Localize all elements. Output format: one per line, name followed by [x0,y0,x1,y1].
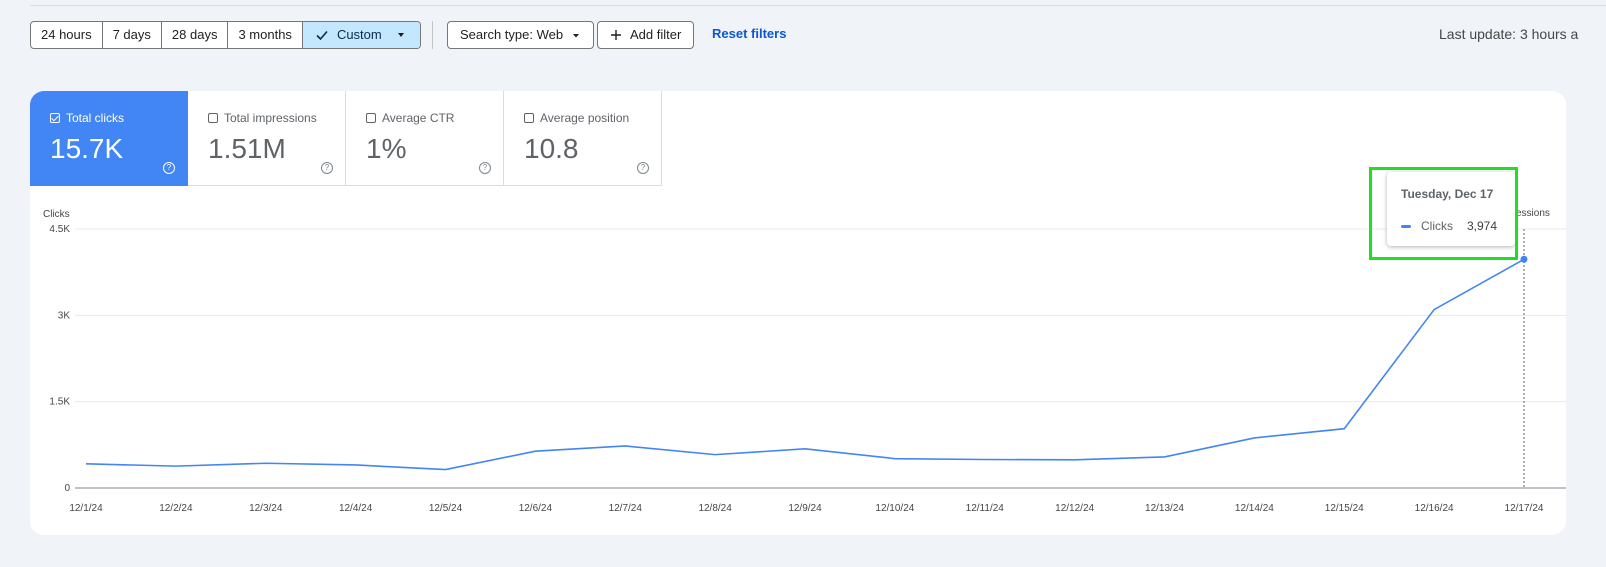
metric-total-impressions[interactable]: Total impressions 1.51M ? [188,91,346,186]
metric-value: 15.7K [50,133,124,164]
metric-total-clicks[interactable]: Total clicks 15.7K ? [30,91,188,186]
dropdown-arrow-icon [573,34,580,38]
highlighted-point [1520,255,1528,263]
y-tick-label: 1.5K [49,397,70,408]
performance-card: Total clicks 15.7K ? Total impressions 1… [30,91,1566,535]
date-range-28-days[interactable]: 28 days [162,22,229,48]
search-type-label: Search type: Web [460,27,564,42]
checkbox-icon[interactable] [208,113,218,123]
tooltip-date: Tuesday, Dec 17 [1401,187,1494,201]
series-line-clicks [85,258,1525,471]
help-icon[interactable]: ? [321,162,333,174]
tooltip-value: 3,974 [1467,219,1498,233]
y-tick-label: 4.5K [49,224,70,235]
plus-icon [611,30,621,40]
metric-value: 1.51M [208,133,286,164]
metric-label: Total clicks [66,111,125,125]
y-tick-label: 3K [58,310,71,321]
y-axis-label: Clicks [43,209,70,220]
dropdown-arrow-icon [397,33,404,37]
x-tick-label: 12/15/24 [1325,503,1364,514]
search-type-dropdown[interactable]: Search type: Web [447,21,595,49]
metric-label: Average position [540,111,630,125]
series-swatch-icon [1401,224,1411,228]
x-tick-label: 12/10/24 [875,503,914,514]
custom-label: Custom [336,27,382,42]
checkbox-checked-icon[interactable] [50,113,60,123]
x-tick-label: 12/6/24 [519,503,553,514]
y-tick-label: 0 [64,483,70,494]
add-filter-label: Add filter [630,27,682,42]
x-tick-label: 12/4/24 [339,503,373,514]
x-tick-label: 12/11/24 [966,503,1005,514]
add-filter-button[interactable]: Add filter [597,21,695,49]
x-tick-label: 12/16/24 [1415,503,1454,514]
x-tick-label: 12/2/24 [159,503,193,514]
metric-average-position[interactable]: Average position 10.8 ? [504,91,662,186]
date-range-24-hours[interactable]: 24 hours [31,22,103,48]
metric-average-ctr[interactable]: Average CTR 1% ? [346,91,504,186]
x-tick-label: 12/5/24 [429,503,463,514]
x-tick-label: 12/12/24 [1055,503,1094,514]
last-update-text: Last update: 3 hours a [1439,26,1579,42]
x-tick-label: 12/14/24 [1235,503,1274,514]
metric-value: 1% [366,133,407,164]
date-range-custom[interactable]: Custom [302,22,420,48]
metric-label: Total impressions [224,111,317,125]
help-icon[interactable]: ? [637,162,649,174]
chart-tooltip: Tuesday, Dec 17 Clicks 3,974 [1387,172,1515,246]
x-tick-label: 12/3/24 [249,503,283,514]
checkbox-icon[interactable] [524,113,534,123]
metric-value: 10.8 [524,133,579,164]
help-icon[interactable]: ? [163,162,175,174]
filter-toolbar: 24 hours 7 days 28 days 3 months Custom … [30,21,1606,49]
impressions-axis-label: essions [1516,208,1550,219]
metric-label: Average CTR [382,111,455,125]
x-tick-label: 12/9/24 [788,503,822,514]
toolbar-separator [432,21,433,49]
help-icon[interactable]: ? [479,162,491,174]
date-range-selector: 24 hours 7 days 28 days 3 months Custom [30,21,421,49]
date-range-3-months[interactable]: 3 months [228,22,303,48]
check-icon [316,30,328,41]
tooltip-row: Clicks 3,974 [1401,219,1497,233]
checkbox-icon[interactable] [366,113,376,123]
x-tick-label: 12/17/24 [1505,503,1544,514]
x-tick-label: 12/7/24 [609,503,643,514]
x-tick-label: 12/1/24 [69,503,103,514]
x-tick-label: 12/13/24 [1145,503,1184,514]
top-divider [30,5,1606,6]
clicks-line-chart[interactable]: Clicks 0 1.5K 3K 4.5K 12/1/24 12/2/24 12/3/24 12… [30,91,1566,535]
x-tick-label: 12/8/24 [698,503,732,514]
date-range-7-days[interactable]: 7 days [103,22,162,48]
tooltip-series: Clicks [1421,219,1453,233]
reset-filters-link[interactable]: Reset filters [712,26,787,41]
